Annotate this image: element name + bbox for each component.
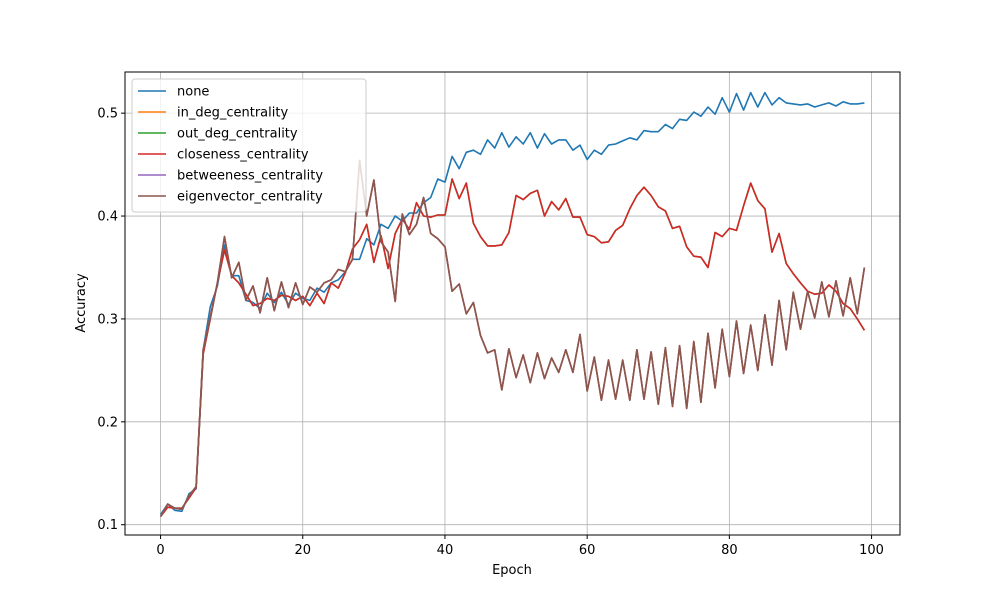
y-tick-label: 0.5 (97, 107, 118, 122)
legend-entry: betweeness_centrality (177, 169, 323, 184)
legend-entry: closeness_centrality (177, 148, 309, 163)
x-axis: 0 20 40 60 80 100 (156, 535, 884, 558)
x-tick-label: 80 (721, 543, 738, 558)
series-line-out-deg-centrality (159, 178, 866, 517)
series-lines (159, 91, 866, 517)
series-line-eigenvector-centrality (159, 159, 866, 517)
legend-entry: out_deg_centrality (177, 127, 298, 142)
x-axis-label: Epoch (492, 563, 532, 578)
x-tick-label: 100 (859, 543, 884, 558)
y-tick-label: 0.4 (97, 210, 118, 225)
legend-entry: none (177, 85, 209, 100)
y-tick-label: 0.2 (97, 415, 118, 430)
legend-entry: eigenvector_centrality (177, 190, 323, 205)
y-tick-label: 0.1 (97, 518, 118, 533)
legend: none in_deg_centrality out_deg_centralityc… (131, 78, 367, 213)
x-tick-label: 20 (294, 543, 311, 558)
y-tick-label: 0.3 (97, 312, 118, 327)
x-tick-label: 40 (437, 543, 454, 558)
legend-box (131, 78, 367, 213)
y-axis: 0.1 0.2 0.3 0.4 0.5 (97, 107, 125, 533)
series-line-closeness-centrality (159, 178, 866, 517)
y-axis-label: Accuracy (74, 273, 89, 333)
x-tick-label: 60 (579, 543, 596, 558)
plot-frame (124, 71, 901, 536)
legend-entry: in_deg_centrality (177, 106, 288, 121)
x-tick-label: 0 (156, 543, 164, 558)
